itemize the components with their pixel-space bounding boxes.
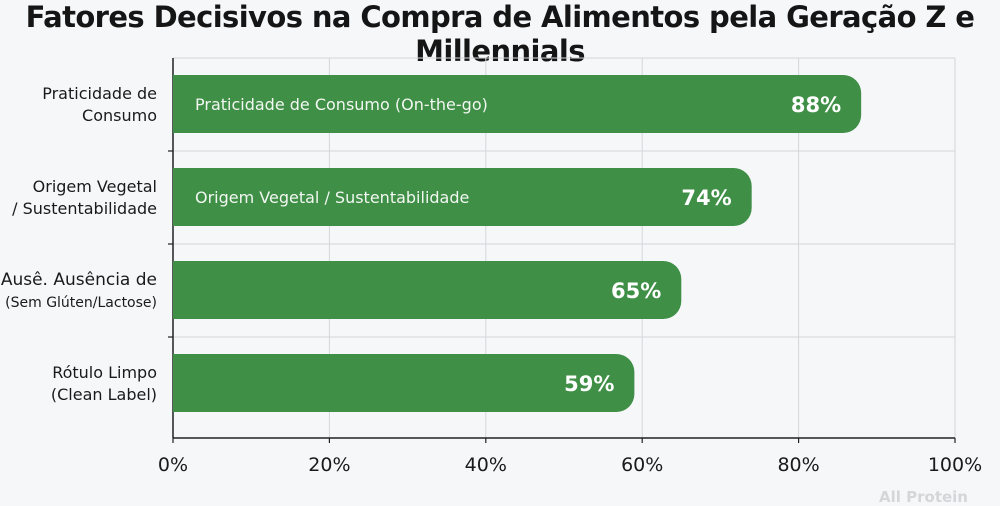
category-label: Origem Vegetal bbox=[33, 177, 157, 196]
category-label: / Sustentabilidade bbox=[12, 199, 157, 218]
source-watermark: All Protein bbox=[879, 488, 968, 506]
bar-value-label: 65% bbox=[611, 279, 661, 303]
x-tick-label: 0% bbox=[158, 454, 188, 476]
x-tick-label: 100% bbox=[928, 454, 982, 476]
category-label: Praticidade de bbox=[42, 84, 157, 103]
x-tick-label: 40% bbox=[465, 454, 507, 476]
category-label: (Sem Glúten/Lactose) bbox=[5, 295, 157, 311]
bar bbox=[173, 354, 635, 412]
category-label: Ausê. Ausência de bbox=[1, 270, 157, 290]
bar-value-label: 59% bbox=[564, 372, 614, 396]
x-tick-label: 80% bbox=[777, 454, 819, 476]
category-label: Consumo bbox=[82, 106, 157, 125]
bar bbox=[173, 168, 752, 226]
chart-title: Fatores Decisivos na Compra de Alimentos… bbox=[25, 0, 975, 68]
category-label: (Clean Label) bbox=[51, 385, 157, 404]
bar-inner-label: Praticidade de Consumo (On-the-go) bbox=[195, 95, 488, 114]
x-tick-label: 60% bbox=[621, 454, 663, 476]
bar-value-label: 88% bbox=[791, 93, 841, 117]
category-label: Rótulo Limpo bbox=[52, 363, 157, 382]
bar bbox=[173, 261, 682, 319]
bar bbox=[173, 75, 862, 133]
bar-inner-label: Origem Vegetal / Sustentabilidade bbox=[195, 188, 469, 207]
bar-value-label: 74% bbox=[681, 186, 731, 210]
x-tick-label: 20% bbox=[308, 454, 350, 476]
